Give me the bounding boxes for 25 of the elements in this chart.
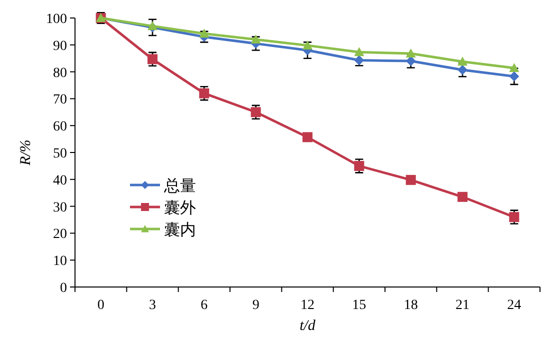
legend-label: 囊外 xyxy=(164,199,196,217)
x-tick-label: 0 xyxy=(97,298,104,313)
y-tick-label: 10 xyxy=(53,254,67,270)
x-tick-label: 15 xyxy=(352,298,366,313)
y-tick-label: 40 xyxy=(53,173,67,188)
x-tick-label: 24 xyxy=(507,298,522,313)
y-tick-label: 100 xyxy=(46,12,67,27)
x-tick-label: 6 xyxy=(200,298,208,313)
legend-label: 囊内 xyxy=(164,221,196,239)
x-tick-label: 21 xyxy=(456,298,470,313)
legend-label: 总量 xyxy=(163,177,196,195)
y-tick-label: 60 xyxy=(53,120,67,135)
x-axis-title: t/d xyxy=(300,318,316,334)
y-tick-label: 0 xyxy=(60,281,67,296)
x-tick-label: 18 xyxy=(404,298,418,313)
y-tick-label: 30 xyxy=(53,200,67,216)
y-tick-label: 20 xyxy=(53,227,67,242)
y-tick-label: 80 xyxy=(53,66,67,81)
y-tick-label: 50 xyxy=(53,146,67,162)
x-tick-label: 9 xyxy=(252,298,260,313)
x-tick-label: 3 xyxy=(149,298,156,313)
y-tick-label: 90 xyxy=(53,38,67,54)
x-tick-label: 12 xyxy=(300,298,314,313)
y-tick-label: 70 xyxy=(53,92,67,108)
y-axis-title: R/% xyxy=(18,140,34,166)
